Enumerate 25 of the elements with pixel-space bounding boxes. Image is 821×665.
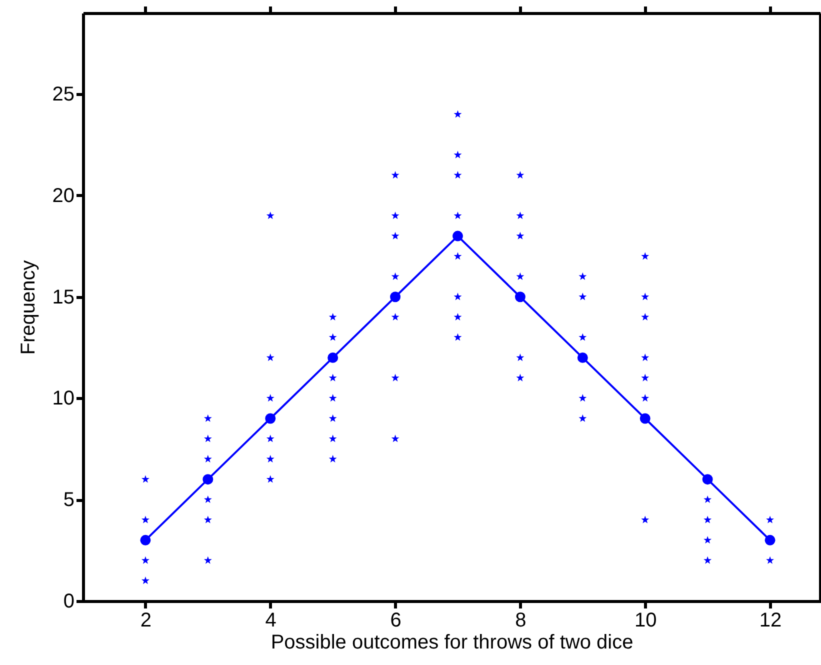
y-tick-label: 5 xyxy=(63,489,74,512)
y-tick-label: 10 xyxy=(52,388,74,410)
y-tick-label: 20 xyxy=(52,184,74,207)
x-tick-label: 10 xyxy=(634,610,657,632)
point xyxy=(390,292,401,302)
point xyxy=(452,230,463,242)
x-tick-label: 6 xyxy=(390,610,402,632)
y-tick-label: 25 xyxy=(52,84,74,106)
y-tick-label: 15 xyxy=(52,286,74,308)
point xyxy=(328,352,338,363)
y-axis-title: Frequency xyxy=(17,260,40,355)
x-tick-label: 2 xyxy=(140,610,152,632)
point xyxy=(702,474,713,485)
point xyxy=(764,534,776,546)
point xyxy=(514,292,526,302)
point xyxy=(140,534,151,546)
point xyxy=(202,474,214,485)
point xyxy=(640,413,650,424)
x-tick-label: 4 xyxy=(265,610,276,632)
point xyxy=(265,413,276,424)
point xyxy=(577,352,588,363)
y-tick-label: 0 xyxy=(63,590,74,612)
x-tick-label: 12 xyxy=(759,610,782,632)
x-tick-label: 8 xyxy=(515,610,526,632)
x-axis-title: Possible outcomes for throws of two dice xyxy=(270,632,634,654)
